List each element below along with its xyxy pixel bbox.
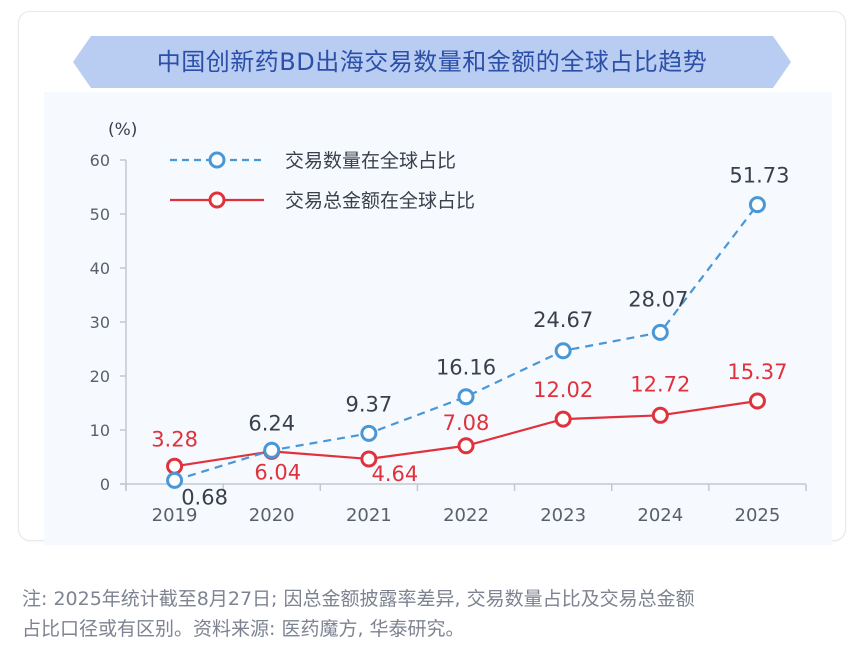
data-point-count-share bbox=[360, 424, 378, 442]
data-label-count-share: 0.68 bbox=[181, 485, 228, 509]
data-point-count-share bbox=[651, 323, 669, 341]
legend-marker-amount-share bbox=[208, 191, 226, 209]
data-point-count-share bbox=[166, 471, 184, 489]
data-label-count-share: 28.07 bbox=[628, 287, 688, 311]
y-tick-label: 50 bbox=[90, 205, 110, 224]
data-point-amount-share bbox=[457, 437, 475, 455]
y-tick-label: 0 bbox=[100, 475, 110, 494]
data-point-count-share bbox=[457, 388, 475, 406]
title-banner-shape bbox=[73, 36, 791, 88]
title-banner: 中国创新药BD出海交易数量和金额的全球占比趋势 bbox=[73, 36, 791, 88]
data-label-count-share: 9.37 bbox=[345, 392, 392, 416]
x-tick-label: 2025 bbox=[735, 505, 781, 526]
data-point-amount-share bbox=[748, 392, 766, 410]
footnote-line-2: 占比口径或有区别。资料来源: 医药魔方, 华泰研究。 bbox=[22, 618, 465, 640]
data-point-amount-share bbox=[554, 410, 572, 428]
chart-title: 中国创新药BD出海交易数量和金额的全球占比趋势 bbox=[156, 48, 708, 76]
data-label-amount-share: 6.04 bbox=[254, 460, 301, 484]
data-label-count-share: 6.24 bbox=[248, 411, 295, 435]
x-tick-label: 2019 bbox=[152, 505, 198, 526]
y-tick-label: 10 bbox=[90, 421, 110, 440]
data-point-count-share bbox=[263, 441, 281, 459]
footnote-line-1: 注: 2025年统计截至8月27日; 因总金额披露率差异, 交易数量占比及交易总… bbox=[22, 588, 695, 610]
data-label-count-share: 24.67 bbox=[533, 308, 593, 332]
data-label-amount-share: 3.28 bbox=[151, 427, 198, 451]
x-tick-label: 2022 bbox=[443, 505, 489, 526]
footnote: 注: 2025年统计截至8月27日; 因总金额披露率差异, 交易数量占比及交易总… bbox=[22, 584, 858, 644]
data-point-amount-share bbox=[651, 406, 669, 424]
x-tick-label: 2024 bbox=[637, 505, 683, 526]
y-tick-label: 60 bbox=[90, 151, 110, 170]
data-label-amount-share: 15.37 bbox=[727, 360, 787, 384]
data-point-count-share bbox=[748, 196, 766, 214]
y-tick-label: 30 bbox=[90, 313, 110, 332]
y-tick-label: 40 bbox=[90, 259, 110, 278]
data-point-amount-share bbox=[360, 450, 378, 468]
legend-marker-count-share bbox=[208, 151, 226, 169]
data-label-amount-share: 12.72 bbox=[630, 372, 690, 396]
data-label-count-share: 51.73 bbox=[729, 164, 789, 188]
y-axis-unit-label: (%) bbox=[108, 120, 137, 140]
x-tick-label: 2020 bbox=[249, 505, 295, 526]
data-point-amount-share bbox=[166, 457, 184, 475]
data-label-amount-share: 12.02 bbox=[533, 378, 593, 402]
data-label-count-share: 16.16 bbox=[436, 356, 496, 380]
x-tick-label: 2021 bbox=[346, 505, 392, 526]
data-label-amount-share: 4.64 bbox=[371, 462, 418, 486]
x-tick-label: 2023 bbox=[540, 505, 586, 526]
legend-label-count-share: 交易数量在全球占比 bbox=[285, 150, 456, 172]
y-tick-label: 20 bbox=[90, 367, 110, 386]
legend-label-amount-share: 交易总金额在全球占比 bbox=[285, 190, 475, 212]
data-point-count-share bbox=[554, 342, 572, 360]
data-label-amount-share: 7.08 bbox=[443, 411, 490, 435]
